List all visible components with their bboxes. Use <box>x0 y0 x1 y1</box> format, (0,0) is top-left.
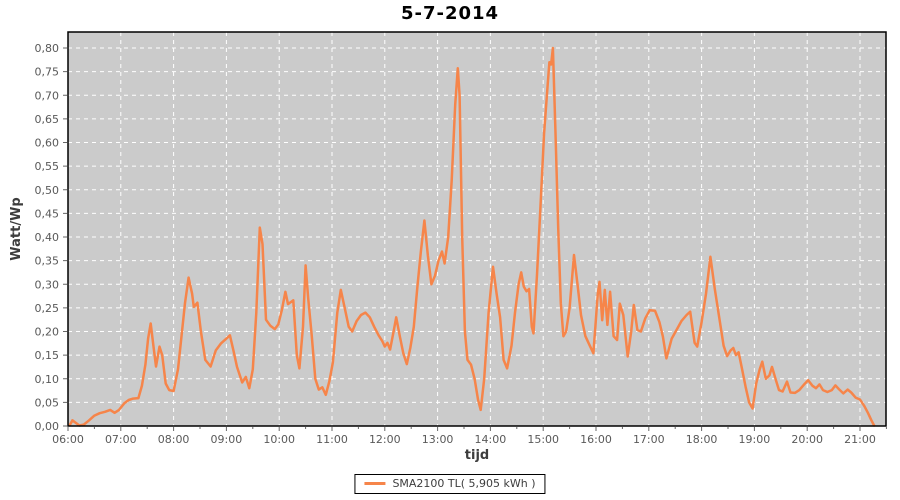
x-tick-label: 21:00 <box>844 433 876 446</box>
x-tick-label: 08:00 <box>158 433 190 446</box>
y-tick-label: 0,10 <box>35 373 60 386</box>
x-tick-label: 18:00 <box>686 433 718 446</box>
y-tick-label: 0,00 <box>35 420 60 433</box>
x-tick-label: 20:00 <box>791 433 823 446</box>
legend-line-swatch-icon <box>364 482 386 485</box>
y-tick-label: 0,40 <box>35 231 60 244</box>
y-tick-label: 0,70 <box>35 89 60 102</box>
x-tick-label: 14:00 <box>475 433 507 446</box>
axis-ticks <box>63 47 887 431</box>
gridlines <box>68 32 886 426</box>
x-tick-label: 15:00 <box>527 433 559 446</box>
legend: SMA2100 TL( 5,905 kWh ) <box>354 474 546 494</box>
y-tick-label: 0,25 <box>35 302 60 315</box>
y-tick-label: 0,60 <box>35 137 60 150</box>
y-tick-label: 0,15 <box>35 349 60 362</box>
x-tick-label: 11:00 <box>316 433 348 446</box>
x-tick-label: 07:00 <box>105 433 137 446</box>
x-tick-label: 06:00 <box>52 433 84 446</box>
y-tick-label: 0,45 <box>35 207 60 220</box>
x-tick-label: 16:00 <box>580 433 612 446</box>
y-tick-label: 0,80 <box>35 42 60 55</box>
x-tick-label: 09:00 <box>211 433 243 446</box>
x-axis-title: tijd <box>464 448 490 463</box>
y-tick-label: 0,55 <box>35 160 60 173</box>
y-tick-label: 0,05 <box>35 396 60 409</box>
y-axis-title: Watt/Wp <box>9 197 24 261</box>
x-tick-label: 10:00 <box>263 433 295 446</box>
legend-series-label: SMA2100 TL( 5,905 kWh ) <box>392 477 536 490</box>
x-tick-label: 17:00 <box>633 433 665 446</box>
y-tick-label: 0,65 <box>35 113 60 126</box>
x-tick-labels: 06:00 07:00 08:00 09:00 10:00 11:00 12:00 13:00… <box>52 433 876 446</box>
y-tick-label: 0,75 <box>35 66 60 79</box>
y-tick-label: 0,50 <box>35 184 60 197</box>
y-tick-labels: 0,00 0,05 0,10 0,15 0,20 0,25 0,30 0,35 0,40 0,45… <box>35 42 60 433</box>
y-tick-label: 0,35 <box>35 255 60 268</box>
x-tick-label: 13:00 <box>422 433 454 446</box>
series-line <box>68 46 876 427</box>
plot-border <box>67 31 887 427</box>
chart-title: 5-7-2014 <box>400 3 500 24</box>
y-tick-label: 0,30 <box>35 278 60 291</box>
y-tick-label: 0,20 <box>35 326 60 339</box>
x-tick-label: 12:00 <box>369 433 401 446</box>
x-tick-label: 19:00 <box>739 433 771 446</box>
